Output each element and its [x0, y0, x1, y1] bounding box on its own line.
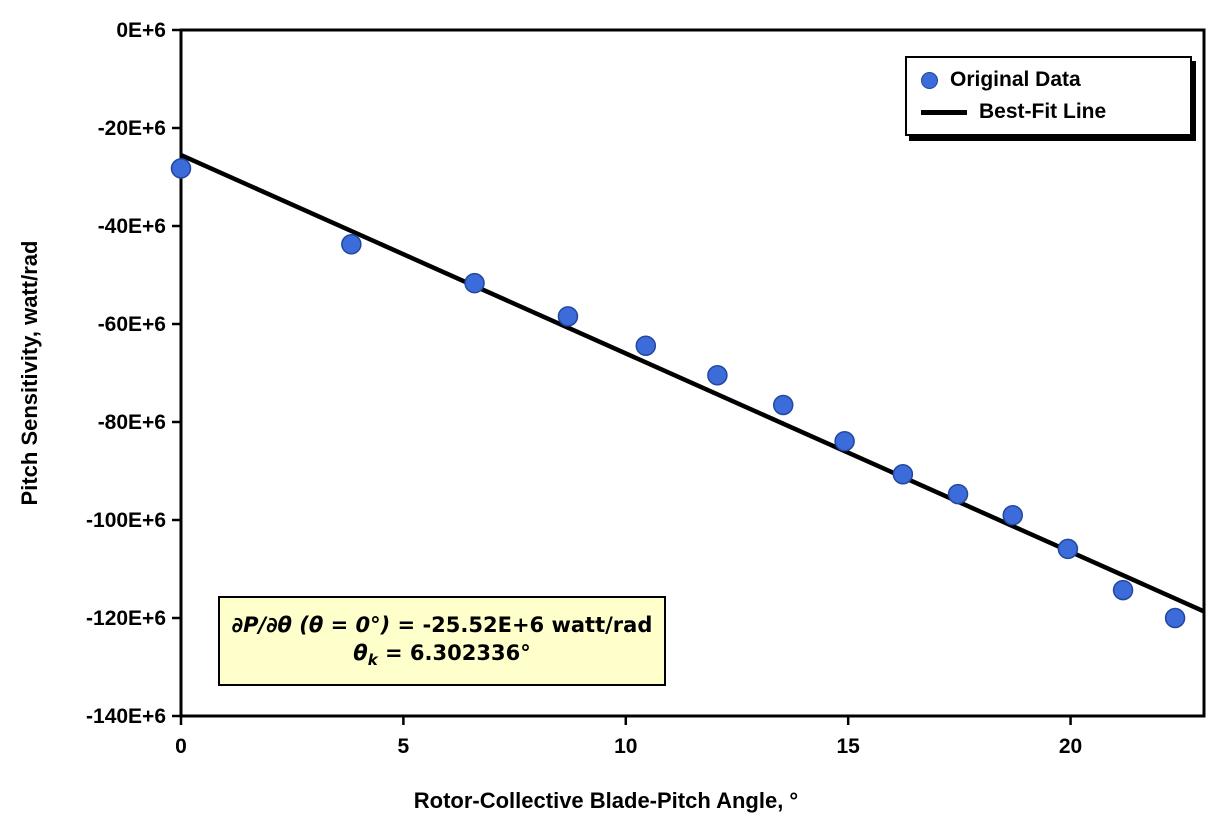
x-axis-title: Rotor-Collective Blade-Pitch Angle, °	[413, 788, 799, 813]
svg-text:-80E+6: -80E+6	[98, 411, 166, 434]
annotation-line-2: θk = 6.302336°	[353, 641, 530, 669]
svg-text:-60E+6: -60E+6	[98, 313, 166, 336]
svg-text:15: 15	[836, 735, 860, 758]
annotation-line-1: ∂P/∂θ (θ = 0°) = -25.52E+6 watt/rad	[232, 613, 653, 637]
annotation-box: ∂P/∂θ (θ = 0°) = -25.52E+6 watt/rad θk =…	[218, 596, 666, 686]
annotation-line1-rest: = -25.52E+6 watt/rad	[390, 612, 653, 637]
svg-text:-40E+6: -40E+6	[98, 215, 166, 238]
legend-item-original-data: Original Data	[921, 68, 1176, 92]
legend: Original Data Best-Fit Line	[905, 56, 1192, 136]
annotation-line2-symbol: θ	[353, 640, 368, 665]
svg-text:-100E+6: -100E+6	[86, 509, 166, 532]
svg-text:5: 5	[398, 735, 410, 758]
y-axis-title: Pitch Sensitivity, watt/rad	[17, 240, 42, 506]
svg-text:-120E+6: -120E+6	[86, 607, 166, 630]
svg-text:-20E+6: -20E+6	[98, 117, 166, 140]
legend-marker-dot-icon	[921, 71, 938, 89]
annotation-line2-subscript: k	[367, 651, 378, 670]
annotation-line1-math: ∂P/∂θ (θ = 0°)	[231, 612, 391, 637]
svg-text:-140E+6: -140E+6	[86, 705, 166, 728]
annotation-line2-rest: = 6.302336°	[377, 640, 531, 665]
svg-text:20: 20	[1059, 735, 1082, 758]
svg-text:10: 10	[614, 735, 637, 758]
legend-marker-line-icon	[921, 109, 967, 115]
svg-text:0E+6: 0E+6	[116, 19, 166, 42]
legend-label-best-fit-line: Best-Fit Line	[979, 100, 1107, 123]
legend-item-best-fit-line: Best-Fit Line	[921, 100, 1176, 124]
svg-text:0: 0	[175, 735, 187, 758]
legend-label-original-data: Original Data	[950, 68, 1081, 91]
